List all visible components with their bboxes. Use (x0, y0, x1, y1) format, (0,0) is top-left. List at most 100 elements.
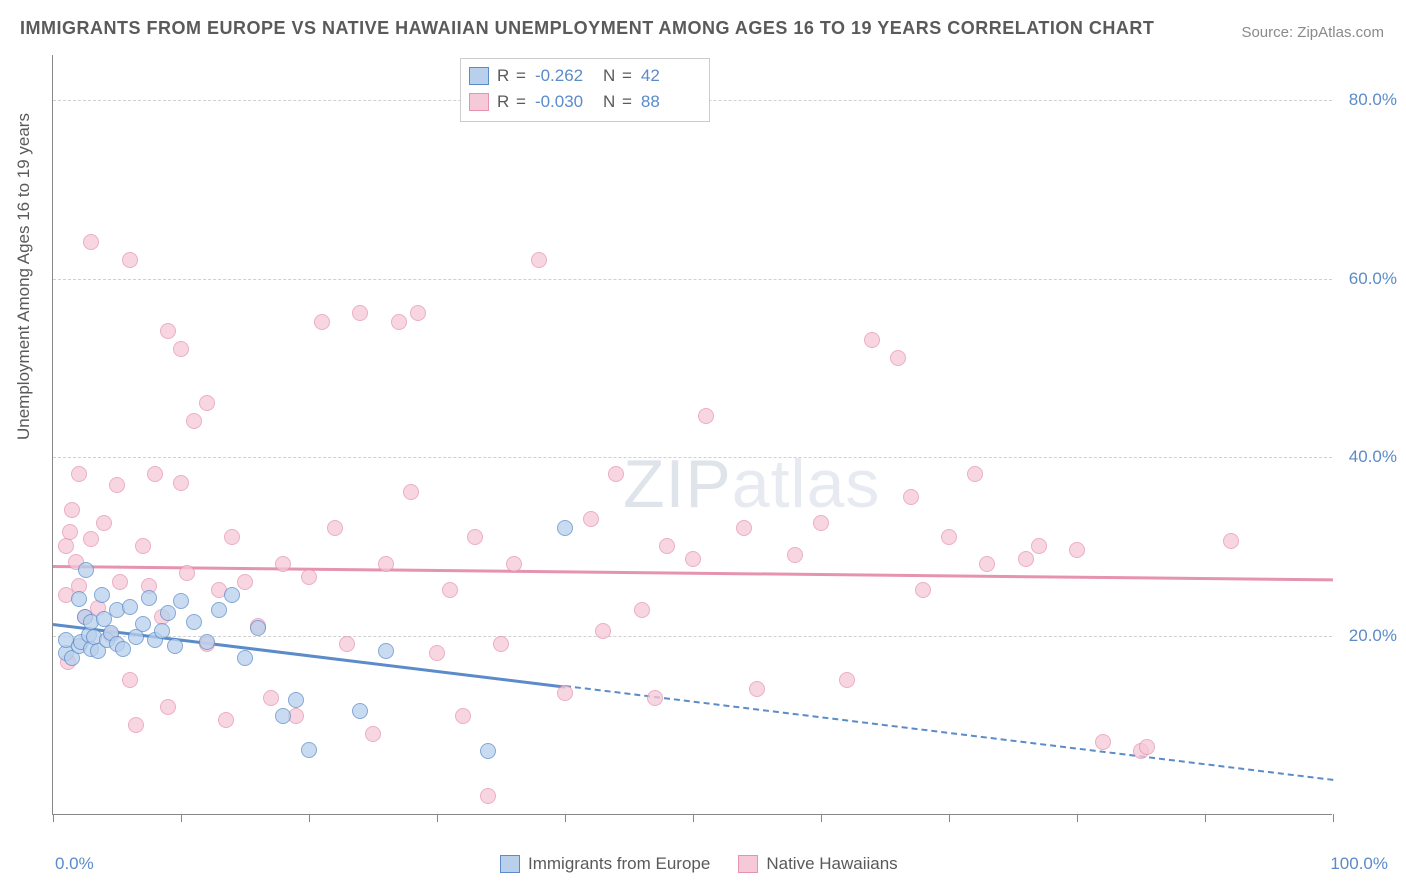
scatter-point (1031, 538, 1047, 554)
y-tick-label: 80.0% (1349, 90, 1397, 110)
chart-container: IMMIGRANTS FROM EUROPE VS NATIVE HAWAIIA… (0, 0, 1406, 892)
plot-area: ZIPatlas 20.0%40.0%60.0%80.0% (52, 55, 1332, 815)
scatter-point (83, 234, 99, 250)
scatter-point (698, 408, 714, 424)
y-axis-label: Unemployment Among Ages 16 to 19 years (14, 113, 34, 440)
scatter-point (160, 699, 176, 715)
n-label: N = (603, 66, 633, 86)
scatter-point (288, 692, 304, 708)
scatter-point (1139, 739, 1155, 755)
scatter-point (327, 520, 343, 536)
scatter-point (1095, 734, 1111, 750)
scatter-point (78, 562, 94, 578)
scatter-point (135, 538, 151, 554)
scatter-point (736, 520, 752, 536)
scatter-point (531, 252, 547, 268)
scatter-point (160, 605, 176, 621)
scatter-point (979, 556, 995, 572)
scatter-point (128, 717, 144, 733)
swatch-series1 (469, 67, 489, 85)
scatter-point (154, 623, 170, 639)
scatter-point (250, 620, 266, 636)
x-tick (437, 814, 438, 822)
scatter-point (813, 515, 829, 531)
n-value-series2: 88 (641, 92, 701, 112)
scatter-point (263, 690, 279, 706)
scatter-point (275, 708, 291, 724)
scatter-point (608, 466, 624, 482)
scatter-point (647, 690, 663, 706)
scatter-point (218, 712, 234, 728)
scatter-point (583, 511, 599, 527)
swatch-series2 (469, 93, 489, 111)
scatter-point (71, 466, 87, 482)
stats-row-series2: R = -0.030 N = 88 (469, 89, 701, 115)
scatter-point (595, 623, 611, 639)
scatter-point (96, 515, 112, 531)
x-tick (1077, 814, 1078, 822)
grid-line (53, 457, 1332, 458)
legend-label-series2: Native Hawaiians (766, 854, 897, 874)
scatter-point (967, 466, 983, 482)
x-tick (53, 814, 54, 822)
scatter-point (442, 582, 458, 598)
y-tick-label: 60.0% (1349, 269, 1397, 289)
scatter-point (378, 556, 394, 572)
scatter-point (135, 616, 151, 632)
scatter-point (173, 475, 189, 491)
n-label: N = (603, 92, 633, 112)
scatter-point (839, 672, 855, 688)
scatter-point (352, 703, 368, 719)
x-tick (693, 814, 694, 822)
y-tick-label: 20.0% (1349, 626, 1397, 646)
scatter-point (1018, 551, 1034, 567)
scatter-point (1223, 533, 1239, 549)
scatter-point (391, 314, 407, 330)
scatter-point (314, 314, 330, 330)
r-value-series1: -0.262 (535, 66, 595, 86)
r-label: R = (497, 66, 527, 86)
scatter-point (403, 484, 419, 500)
scatter-point (787, 547, 803, 563)
grid-line (53, 636, 1332, 637)
scatter-point (915, 582, 931, 598)
scatter-point (186, 614, 202, 630)
grid-line (53, 279, 1332, 280)
x-tick (1205, 814, 1206, 822)
scatter-point (122, 672, 138, 688)
chart-title: IMMIGRANTS FROM EUROPE VS NATIVE HAWAIIA… (20, 18, 1154, 39)
scatter-point (237, 574, 253, 590)
scatter-point (275, 556, 291, 572)
scatter-point (467, 529, 483, 545)
legend-swatch-series1 (500, 855, 520, 873)
scatter-point (237, 650, 253, 666)
scatter-point (903, 489, 919, 505)
bottom-legend: Immigrants from Europe Native Hawaiians (500, 854, 898, 874)
scatter-point (62, 524, 78, 540)
x-tick (1333, 814, 1334, 822)
scatter-point (410, 305, 426, 321)
y-tick-label: 40.0% (1349, 447, 1397, 467)
scatter-point (112, 574, 128, 590)
scatter-point (179, 565, 195, 581)
scatter-point (71, 591, 87, 607)
scatter-point (199, 634, 215, 650)
scatter-point (557, 685, 573, 701)
x-tick (309, 814, 310, 822)
x-axis-label-end: 100.0% (1330, 854, 1388, 874)
scatter-point (167, 638, 183, 654)
scatter-point (301, 569, 317, 585)
trend-line (565, 685, 1333, 781)
scatter-point (1069, 542, 1085, 558)
r-label: R = (497, 92, 527, 112)
scatter-point (94, 587, 110, 603)
x-tick (821, 814, 822, 822)
scatter-point (301, 742, 317, 758)
scatter-point (173, 341, 189, 357)
x-tick (181, 814, 182, 822)
scatter-point (352, 305, 368, 321)
scatter-point (941, 529, 957, 545)
r-value-series2: -0.030 (535, 92, 595, 112)
scatter-point (224, 587, 240, 603)
x-tick (949, 814, 950, 822)
